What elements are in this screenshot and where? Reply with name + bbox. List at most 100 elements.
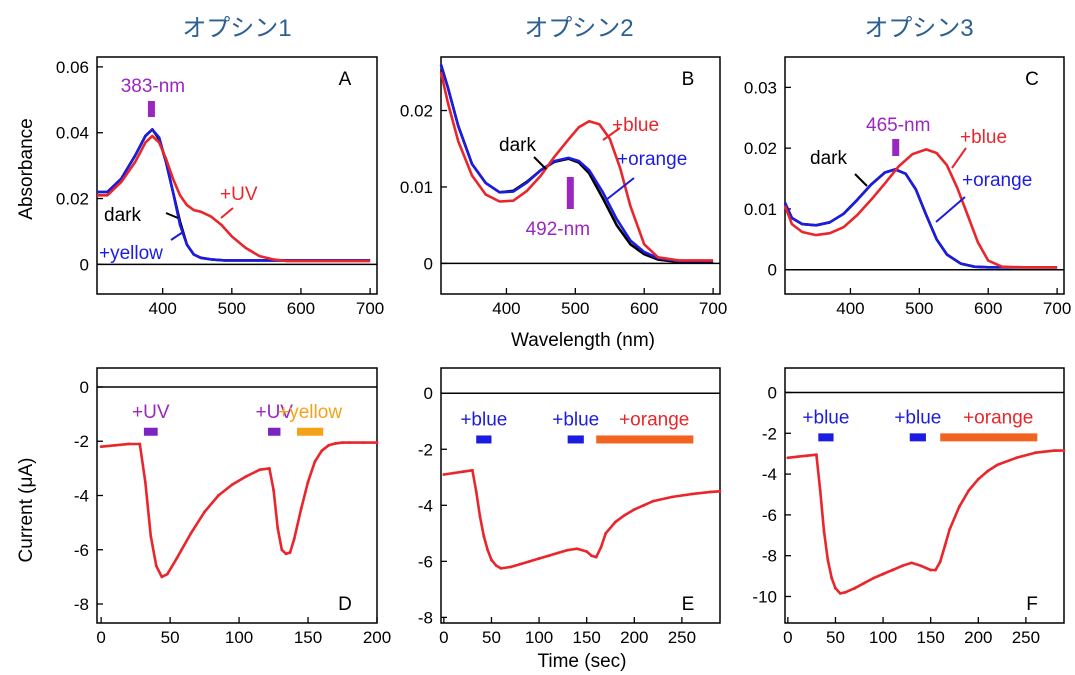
x-tick-label: 0 — [439, 628, 448, 647]
x-tick-label: 150 — [917, 628, 945, 647]
x-tick-label: 150 — [294, 628, 322, 647]
x-tick-label: 100 — [525, 628, 553, 647]
x-tick-label: 50 — [161, 628, 180, 647]
data-point — [575, 547, 579, 551]
data-point — [284, 552, 288, 556]
x-tick-label: 200 — [964, 628, 992, 647]
panel-b: 400 500 600 700 0 0.01 0.02 B 492-nm dark +blue +or… — [400, 56, 727, 318]
y-tick-label: 0 — [768, 261, 777, 280]
x-tick-label: 0 — [96, 628, 105, 647]
data-point — [1062, 449, 1066, 453]
series-line-orange — [439, 64, 714, 263]
panel-letter: D — [338, 594, 352, 615]
data-point — [651, 499, 655, 503]
data-point — [348, 441, 351, 445]
data-point — [99, 445, 103, 449]
series-line-current — [100, 441, 377, 579]
series-line-blue — [783, 148, 1058, 269]
y-tick-label: -4 — [74, 487, 89, 506]
dark-pointer — [165, 212, 179, 219]
data-point — [334, 442, 338, 445]
y-tick-label: 0.01 — [744, 200, 777, 219]
data-point — [843, 591, 847, 594]
y-tick-label: 0 — [80, 378, 89, 397]
data-point — [258, 468, 262, 472]
panel-letter: E — [682, 594, 695, 615]
data-point — [718, 489, 722, 493]
dark-pointer — [533, 156, 547, 170]
data-point — [690, 492, 693, 496]
peak-label: 383-nm — [121, 76, 185, 97]
panel-title-3: オプシン3 — [864, 15, 973, 42]
y-tick-label: 0.03 — [744, 78, 777, 97]
orange-pointer — [935, 196, 966, 223]
dark-label: dark — [810, 148, 847, 169]
dark-pointer — [854, 173, 868, 187]
absorbance-ylabel: Absorbance — [16, 118, 37, 219]
series-line-orange — [783, 168, 1058, 269]
x-tick-label: 50 — [826, 628, 845, 647]
data-point — [280, 548, 284, 552]
data-point — [518, 562, 522, 566]
data-point — [276, 526, 280, 530]
panel-letter: F — [1026, 594, 1038, 615]
data-point — [929, 568, 933, 572]
series-line-current — [443, 469, 721, 570]
y-tick-label: -2 — [418, 440, 433, 459]
data-point — [160, 575, 164, 579]
data-point — [486, 548, 490, 552]
data-point — [957, 505, 961, 509]
y-tick-label: 0 — [424, 254, 433, 273]
data-point — [1014, 456, 1018, 460]
y-tick-label: 0.01 — [400, 178, 433, 197]
panel-letter: C — [1025, 69, 1039, 90]
x-tick-label: 250 — [1012, 628, 1040, 647]
plot-frame — [784, 56, 1065, 295]
stimulus-label: +blue — [460, 409, 507, 430]
x-tick-label: 100 — [225, 628, 253, 647]
blue-pointer — [951, 147, 967, 169]
stimulus-label: +UV — [132, 402, 170, 423]
current-ylabel: Current (μA) — [16, 458, 37, 563]
data-point — [244, 475, 248, 478]
data-point — [1053, 449, 1056, 453]
data-point — [175, 556, 179, 560]
data-point — [822, 529, 826, 533]
data-point — [230, 483, 234, 487]
stimulus-label: +blue — [894, 407, 941, 428]
data-point — [165, 572, 169, 576]
data-point — [934, 568, 937, 572]
data-point — [268, 466, 271, 470]
orange-pointer — [605, 177, 635, 201]
x-tick-label: 250 — [668, 628, 696, 647]
data-point — [967, 489, 971, 492]
data-point — [547, 554, 551, 558]
series-line-yellow — [97, 128, 371, 262]
x-tick-label: 150 — [573, 628, 601, 647]
data-point — [881, 572, 885, 576]
x-tick-label: 500 — [218, 299, 246, 318]
stimulus-bar — [818, 433, 834, 442]
blue-label: +blue — [960, 127, 1007, 148]
data-point — [306, 480, 310, 484]
data-point — [451, 471, 455, 475]
yellow-pointer — [170, 231, 184, 241]
data-point — [361, 441, 365, 445]
stimulus-bar — [143, 427, 158, 436]
data-point — [815, 453, 818, 457]
panel-letter: A — [339, 69, 352, 90]
y-tick-label: -2 — [74, 432, 89, 451]
data-point — [313, 460, 317, 463]
stimulus-label: +blue — [552, 409, 599, 430]
stimulus-label: +UV — [255, 402, 293, 423]
orange-label: +orange — [962, 170, 1032, 191]
y-tick-label: 0 — [424, 384, 433, 403]
stimulus-bar — [909, 433, 926, 442]
data-point — [474, 489, 478, 493]
data-point — [834, 586, 837, 590]
time-xlabel: Time (sec) — [537, 651, 626, 672]
panel-title-2: オプシン2 — [524, 15, 633, 42]
data-point — [537, 557, 541, 560]
data-point — [1034, 451, 1037, 455]
x-tick-label: 400 — [148, 299, 176, 318]
